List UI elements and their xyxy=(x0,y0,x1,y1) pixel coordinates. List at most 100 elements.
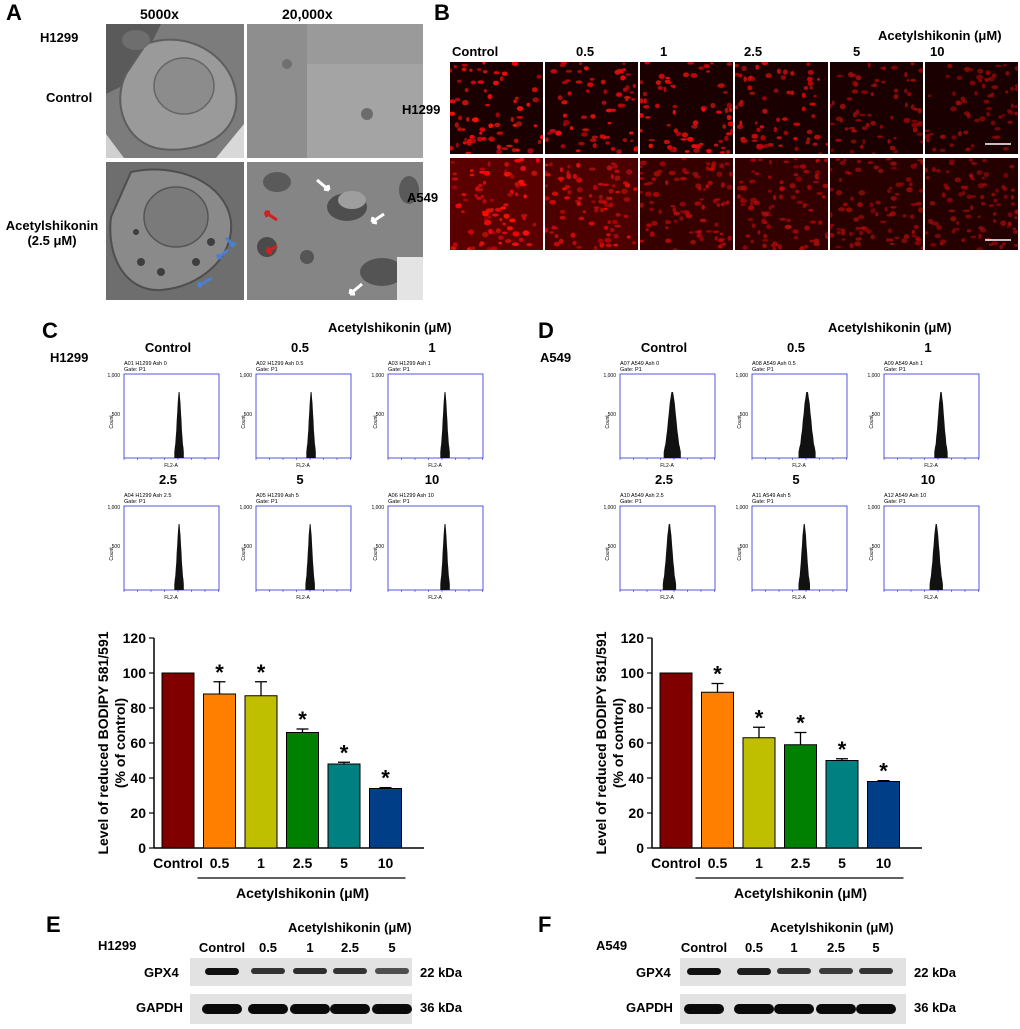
blot-lane-label: 1 xyxy=(306,940,314,955)
significance-marker: * xyxy=(713,662,722,687)
blot-lane-label: Control xyxy=(680,940,728,955)
histogram-condition-label: 2.5 xyxy=(654,472,674,487)
gapdh-band xyxy=(248,1004,288,1014)
panel-f-size-36: 36 kDa xyxy=(914,1000,956,1015)
histogram-sample-id: A10 A549 Ash 2.5 xyxy=(620,493,664,499)
fluorescence-cells xyxy=(640,62,733,154)
fluorescence-cells xyxy=(450,158,543,250)
gapdh-band xyxy=(330,1004,370,1014)
gapdh-band xyxy=(774,1004,814,1014)
histogram-gate: Gate: P1 xyxy=(124,367,146,373)
histogram-xlabel: FL2-A xyxy=(164,463,178,469)
histogram-peak xyxy=(306,392,316,458)
gpx4-band xyxy=(205,968,239,975)
x-tick-label: 1 xyxy=(257,855,265,871)
fluorescence-image xyxy=(450,62,543,154)
histogram-gate: Gate: P1 xyxy=(388,367,410,373)
em-control-20000x xyxy=(247,24,423,158)
histogram-frame xyxy=(883,373,980,459)
blot-lane-label: 0.5 xyxy=(744,940,764,955)
gapdh-band xyxy=(290,1004,330,1014)
bar xyxy=(161,672,195,849)
histogram-condition-label: 0.5 xyxy=(786,340,806,355)
gpx4-band xyxy=(333,968,367,975)
significance-marker: * xyxy=(340,740,349,765)
blot-lane-label: 5 xyxy=(872,940,880,955)
histogram-condition-label: 1 xyxy=(924,340,932,355)
histogram-ylabel: Count xyxy=(605,415,611,429)
histogram-frame xyxy=(751,373,848,459)
bar xyxy=(286,732,319,849)
panel-label-a: A xyxy=(6,0,22,25)
histogram-ylabel: Count xyxy=(109,547,115,561)
panel-b-col-label: 10 xyxy=(930,44,945,59)
fluorescence-image xyxy=(640,158,733,250)
panel-b-col-label: 5 xyxy=(853,44,861,59)
fluorescence-cells xyxy=(450,62,543,154)
em-acetylshikonin-20000x xyxy=(247,162,423,300)
panel-e-size-22: 22 kDa xyxy=(420,965,462,980)
histogram-ylabel: Count xyxy=(373,547,379,561)
histogram-sample-id: A02 H1299 Ash 0.5 xyxy=(256,361,303,367)
blot-lane-label: 2.5 xyxy=(826,940,846,955)
gpx4-band xyxy=(777,968,811,975)
fluorescence-cells xyxy=(545,158,638,250)
fluorescence-image xyxy=(545,158,638,250)
fluorescence-image xyxy=(925,158,1018,250)
panel-a-row2-label: Acetylshikonin (2.5 μM) xyxy=(4,218,100,248)
panel-label-f: F xyxy=(538,912,552,937)
x-tick-label: 0.5 xyxy=(210,855,230,871)
panel-e-size-36: 36 kDa xyxy=(420,1000,462,1015)
histogram-sample-id: A12 A549 Ash 10 xyxy=(884,493,926,499)
gpx4-band xyxy=(819,968,853,975)
histogram-ylabel: Count xyxy=(869,415,875,429)
y-tick-label: 120 xyxy=(123,630,147,646)
bar xyxy=(659,672,693,849)
fluorescence-image xyxy=(640,62,733,154)
histogram-ytop: 1,000 xyxy=(735,373,748,379)
fluorescence-image xyxy=(545,62,638,154)
blot-lane-label: 5 xyxy=(388,940,396,955)
panel-b-col-label: 2.5 xyxy=(744,44,763,59)
bar xyxy=(244,695,278,849)
panel-b-treatment-label: Acetylshikonin (μM) xyxy=(878,28,1002,43)
histogram-ytop: 1,000 xyxy=(239,505,252,511)
histogram-frame xyxy=(255,373,352,459)
panel-f-size-22: 22 kDa xyxy=(914,965,956,980)
histogram-ytop: 1,000 xyxy=(371,373,384,379)
fluorescence-image xyxy=(830,62,923,154)
histogram-sample-id: A06 H1299 Ash 10 xyxy=(388,493,434,499)
panel-f-protein-gpx4: GPX4 xyxy=(636,965,671,980)
blot-e-gpx4 xyxy=(190,958,412,986)
histogram-gate: Gate: P1 xyxy=(752,499,774,505)
fluorescence-cells xyxy=(925,63,1018,152)
panel-a-col2-label: 20,000x xyxy=(282,6,333,22)
histogram-ytop: 1,000 xyxy=(107,373,120,379)
significance-marker: * xyxy=(879,759,888,784)
histogram-peak xyxy=(662,524,677,590)
y-tick-label: 40 xyxy=(130,770,146,786)
em-control-20000x-image xyxy=(247,24,423,158)
histogram-sample-id: A01 H1299 Ash 0 xyxy=(124,361,167,367)
histogram-condition-label: Control xyxy=(640,340,688,355)
histogram-ylabel: Count xyxy=(241,415,247,429)
em-control-5000x xyxy=(106,24,244,158)
fluorescence-image-grid xyxy=(450,62,1018,250)
x-tick-label: 10 xyxy=(876,855,892,871)
fluorescence-image xyxy=(735,62,828,154)
histogram-ymid: 500 xyxy=(608,412,617,418)
histogram-gate: Gate: P1 xyxy=(256,367,278,373)
histogram-condition-label: Control xyxy=(144,340,192,355)
panel-a-cell-label: H1299 xyxy=(40,30,79,45)
significance-marker: * xyxy=(381,766,390,791)
em-acetylshikonin-5000x-image xyxy=(106,162,244,300)
histogram-sample-id: A03 H1299 Ash 1 xyxy=(388,361,431,367)
panel-d-cell-label: A549 xyxy=(540,350,572,365)
blot-lane-label: 0.5 xyxy=(258,940,278,955)
y-tick-label: 100 xyxy=(123,665,147,681)
fluorescence-cells xyxy=(925,158,1018,250)
histogram-ytop: 1,000 xyxy=(867,373,880,379)
